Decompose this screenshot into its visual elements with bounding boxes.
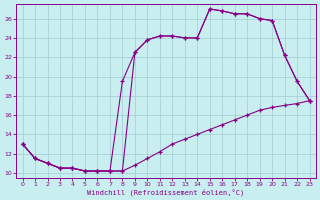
X-axis label: Windchill (Refroidissement éolien,°C): Windchill (Refroidissement éolien,°C) (87, 188, 245, 196)
